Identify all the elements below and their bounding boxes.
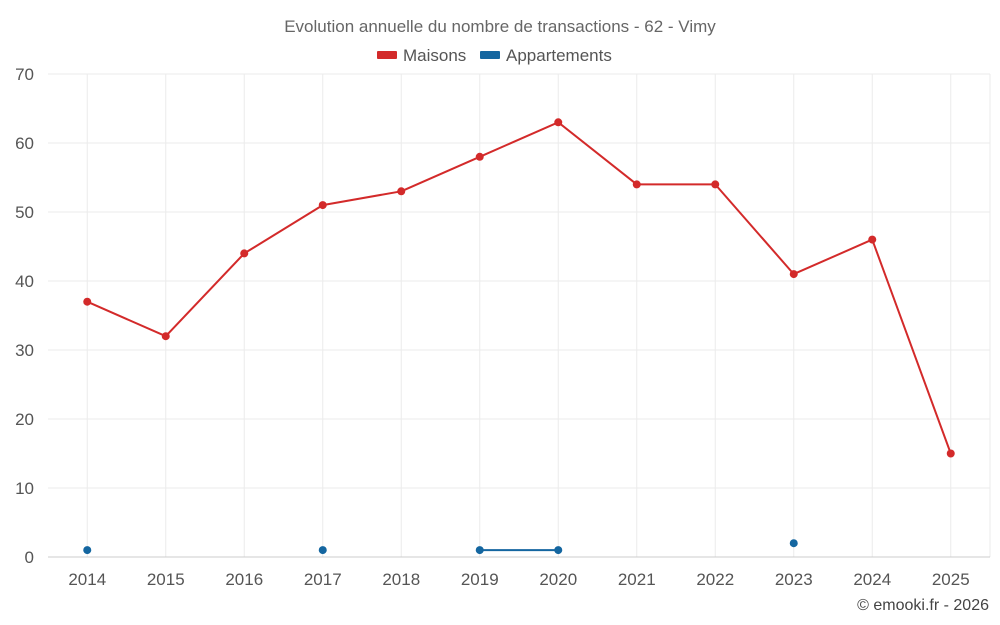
point-appartements-2020[interactable] (554, 546, 563, 555)
line-segment-maisons (321, 190, 403, 207)
y-tick-label: 50 (15, 203, 34, 222)
y-tick-label: 60 (15, 134, 34, 153)
credit-text: © emooki.fr - 2026 (857, 597, 989, 614)
legend-label-maisons: Maisons (403, 46, 466, 65)
line-segment-maisons (792, 238, 874, 276)
point-appartements-2019[interactable] (475, 546, 484, 555)
legend: Maisons Appartements (377, 46, 612, 65)
line-segment-maisons (164, 252, 246, 338)
x-tick-label: 2022 (696, 570, 734, 589)
point-maisons-2016[interactable] (240, 249, 249, 258)
legend-swatch-appartements (480, 51, 500, 59)
legend-swatch-maisons (377, 51, 397, 59)
series-layer (83, 118, 955, 555)
point-appartements-2014[interactable] (83, 546, 92, 555)
line-segment-maisons (871, 238, 952, 455)
x-tick-label: 2020 (539, 570, 577, 589)
point-maisons-2015[interactable] (161, 332, 170, 341)
point-maisons-2020[interactable] (554, 118, 563, 127)
x-tick-label: 2015 (147, 570, 185, 589)
line-segment-maisons (400, 155, 481, 193)
point-maisons-2022[interactable] (711, 180, 720, 189)
point-maisons-2019[interactable] (475, 152, 484, 161)
y-tick-label: 20 (15, 410, 34, 429)
y-tick-label: 40 (15, 272, 34, 291)
x-tick-label: 2016 (225, 570, 263, 589)
x-tick-label: 2018 (382, 570, 420, 589)
line-segment-maisons (86, 300, 167, 338)
line-segment-maisons (557, 121, 638, 186)
x-tick-label: 2024 (853, 570, 891, 589)
x-tick-label: 2021 (618, 570, 656, 589)
legend-item-appartements[interactable]: Appartements (480, 46, 612, 65)
x-tick-label: 2014 (68, 570, 106, 589)
x-tick-label: 2025 (932, 570, 970, 589)
point-maisons-2021[interactable] (632, 180, 641, 189)
point-maisons-2014[interactable] (83, 297, 92, 306)
grid (48, 73, 991, 558)
point-maisons-2017[interactable] (318, 201, 327, 210)
line-segment-maisons (714, 183, 795, 276)
line-segment-maisons (478, 121, 560, 158)
point-maisons-2025[interactable] (946, 449, 955, 458)
series-maisons (83, 118, 955, 458)
point-maisons-2023[interactable] (789, 270, 798, 279)
x-tick-label: 2017 (304, 570, 342, 589)
x-axis: 2014 2015 2016 2017 2018 2019 2020 2021 2022 2023… (48, 556, 990, 589)
point-appartements-2023[interactable] (789, 539, 798, 548)
legend-item-maisons[interactable]: Maisons (377, 46, 466, 65)
y-tick-label: 70 (15, 65, 34, 84)
chart-title: Evolution annuelle du nombre de transact… (284, 17, 716, 36)
line-segment-maisons (243, 204, 324, 255)
x-tick-label: 2019 (461, 570, 499, 589)
x-tick-label: 2023 (775, 570, 813, 589)
point-maisons-2024[interactable] (868, 235, 877, 244)
point-maisons-2018[interactable] (397, 187, 406, 196)
y-tick-label: 0 (25, 548, 34, 567)
y-tick-label: 30 (15, 341, 34, 360)
y-tick-label: 10 (15, 479, 34, 498)
series-appartements (83, 539, 798, 555)
point-appartements-2017[interactable] (318, 546, 327, 555)
legend-label-appartements: Appartements (506, 46, 612, 65)
y-axis: 0 10 20 30 40 50 60 70 (15, 65, 34, 567)
